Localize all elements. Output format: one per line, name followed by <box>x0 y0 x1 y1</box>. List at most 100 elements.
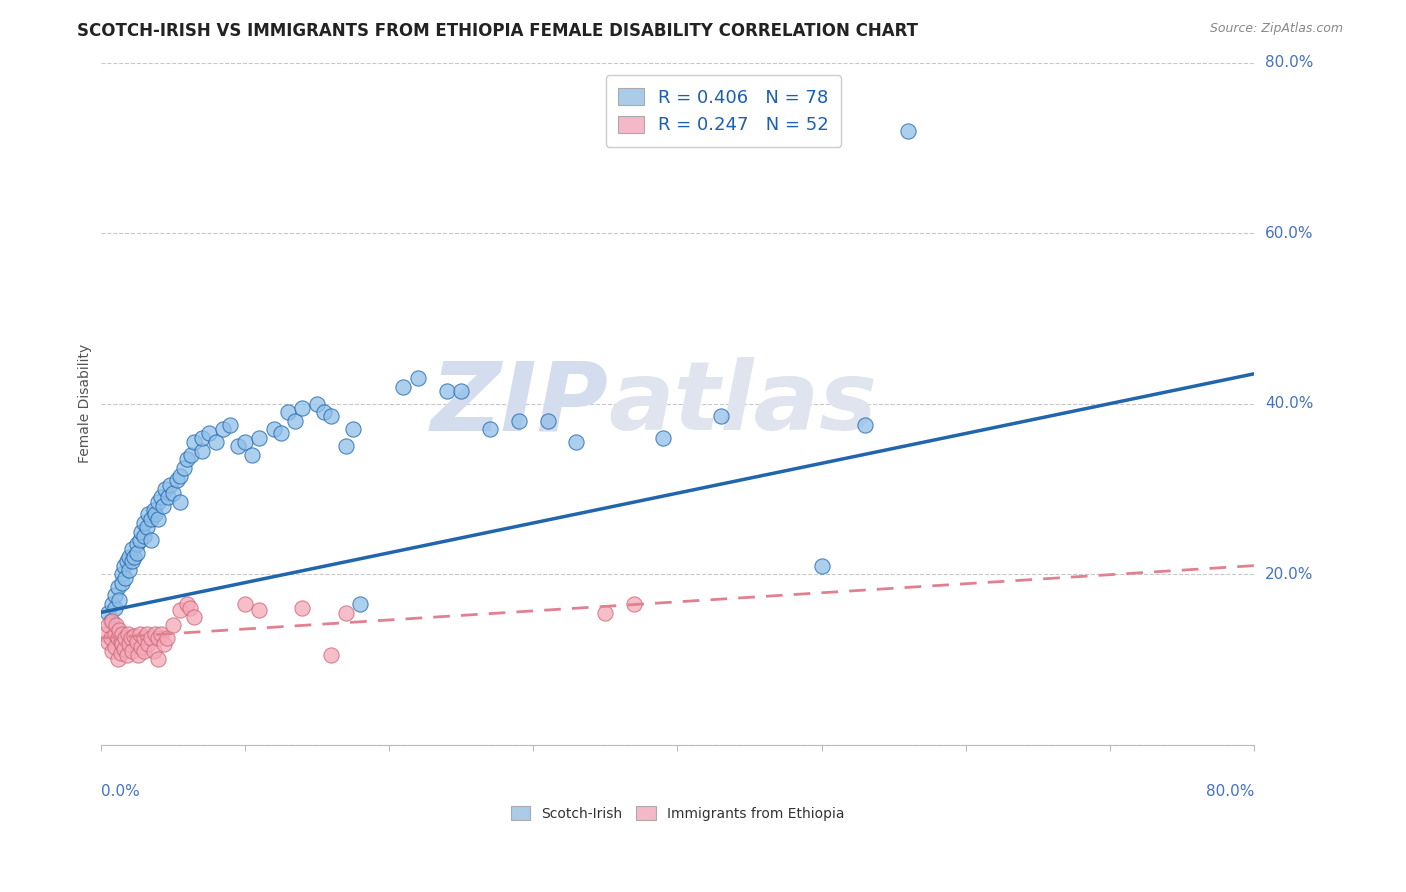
Point <box>810 558 832 573</box>
Point <box>129 640 152 654</box>
Point <box>233 435 256 450</box>
Point <box>132 644 155 658</box>
Point <box>97 635 120 649</box>
Point <box>291 401 314 415</box>
Point <box>128 627 150 641</box>
Point <box>226 439 249 453</box>
Point <box>536 414 558 428</box>
Point <box>153 637 176 651</box>
Point <box>853 417 876 432</box>
Point <box>108 592 131 607</box>
Point <box>205 435 228 450</box>
Point <box>125 546 148 560</box>
Point <box>173 460 195 475</box>
Point <box>125 635 148 649</box>
Point <box>159 477 181 491</box>
Text: 80.0%: 80.0% <box>1206 783 1254 798</box>
Point <box>392 379 415 393</box>
Point <box>162 486 184 500</box>
Point <box>122 628 145 642</box>
Point <box>117 627 139 641</box>
Text: ZIP: ZIP <box>430 357 609 450</box>
Point <box>436 384 458 398</box>
Point <box>128 533 150 547</box>
Point <box>342 422 364 436</box>
Text: atlas: atlas <box>609 357 877 450</box>
Point <box>107 652 129 666</box>
Point <box>129 524 152 539</box>
Point <box>148 652 170 666</box>
Point <box>179 601 201 615</box>
Point <box>121 541 143 556</box>
Point <box>305 397 328 411</box>
Point <box>101 597 124 611</box>
Point <box>115 648 138 662</box>
Point <box>104 601 127 615</box>
Point <box>125 537 148 551</box>
Point <box>183 609 205 624</box>
Point <box>120 631 142 645</box>
Point <box>104 640 127 654</box>
Point <box>263 422 285 436</box>
Text: 40.0%: 40.0% <box>1265 396 1313 411</box>
Point <box>132 631 155 645</box>
Point <box>314 405 336 419</box>
Point <box>132 516 155 530</box>
Point <box>169 494 191 508</box>
Point <box>212 422 235 436</box>
Point <box>169 469 191 483</box>
Point <box>277 405 299 419</box>
Point <box>321 409 343 424</box>
Point <box>180 448 202 462</box>
Text: 60.0%: 60.0% <box>1265 226 1313 241</box>
Point <box>897 124 920 138</box>
Point <box>145 627 167 641</box>
Point <box>139 631 162 645</box>
Point <box>478 422 501 436</box>
Point <box>508 414 530 428</box>
Point <box>100 631 122 645</box>
Point <box>247 603 270 617</box>
Point <box>110 635 132 649</box>
Point <box>142 503 165 517</box>
Point <box>112 642 135 657</box>
Point <box>104 589 127 603</box>
Point <box>148 512 170 526</box>
Point <box>197 426 219 441</box>
Point <box>406 371 429 385</box>
Point <box>105 618 128 632</box>
Point <box>148 631 170 645</box>
Point <box>335 439 357 453</box>
Text: 80.0%: 80.0% <box>1265 55 1313 70</box>
Point <box>114 631 136 645</box>
Point <box>101 614 124 628</box>
Point <box>100 614 122 628</box>
Point <box>118 550 141 565</box>
Point <box>176 597 198 611</box>
Point <box>335 606 357 620</box>
Text: Source: ZipAtlas.com: Source: ZipAtlas.com <box>1209 22 1343 36</box>
Point <box>284 414 307 428</box>
Point <box>152 499 174 513</box>
Point <box>122 550 145 565</box>
Point <box>190 431 212 445</box>
Point <box>166 474 188 488</box>
Point <box>111 637 134 651</box>
Point <box>593 606 616 620</box>
Point <box>97 606 120 620</box>
Point <box>176 452 198 467</box>
Point <box>118 563 141 577</box>
Point <box>107 631 129 645</box>
Point <box>110 646 132 660</box>
Point <box>97 618 120 632</box>
Point <box>111 627 134 641</box>
Text: SCOTCH-IRISH VS IMMIGRANTS FROM ETHIOPIA FEMALE DISABILITY CORRELATION CHART: SCOTCH-IRISH VS IMMIGRANTS FROM ETHIOPIA… <box>77 22 918 40</box>
Point <box>139 512 162 526</box>
Point <box>121 554 143 568</box>
Point <box>183 435 205 450</box>
Point <box>145 508 167 522</box>
Point <box>111 567 134 582</box>
Point <box>190 443 212 458</box>
Point <box>450 384 472 398</box>
Point <box>247 431 270 445</box>
